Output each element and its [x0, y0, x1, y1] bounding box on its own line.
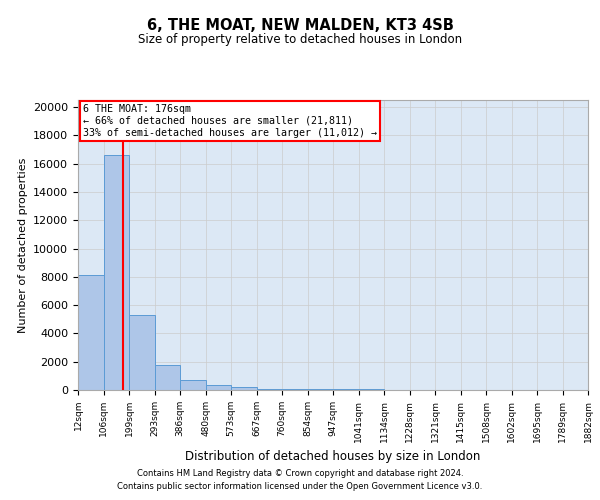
Bar [104, 155, 129, 390]
Text: 6 THE MOAT: 176sqm
← 66% of detached houses are smaller (21,811)
33% of semi-det: 6 THE MOAT: 176sqm ← 66% of detached hou… [83, 104, 377, 138]
Bar [257, 388, 282, 390]
Bar [231, 387, 257, 390]
X-axis label: Distribution of detached houses by size in London: Distribution of detached houses by size … [185, 450, 481, 463]
Y-axis label: Number of detached properties: Number of detached properties [17, 158, 28, 332]
Bar [78, 276, 104, 390]
Bar [206, 385, 231, 390]
Text: Contains HM Land Registry data © Crown copyright and database right 2024.: Contains HM Land Registry data © Crown c… [137, 468, 463, 477]
Text: 6, THE MOAT, NEW MALDEN, KT3 4SB: 6, THE MOAT, NEW MALDEN, KT3 4SB [146, 18, 454, 32]
Bar [129, 315, 155, 390]
Bar [180, 380, 206, 390]
Bar [155, 364, 180, 390]
Text: Contains public sector information licensed under the Open Government Licence v3: Contains public sector information licen… [118, 482, 482, 491]
Bar [308, 389, 333, 390]
Bar [282, 389, 308, 390]
Text: Size of property relative to detached houses in London: Size of property relative to detached ho… [138, 32, 462, 46]
